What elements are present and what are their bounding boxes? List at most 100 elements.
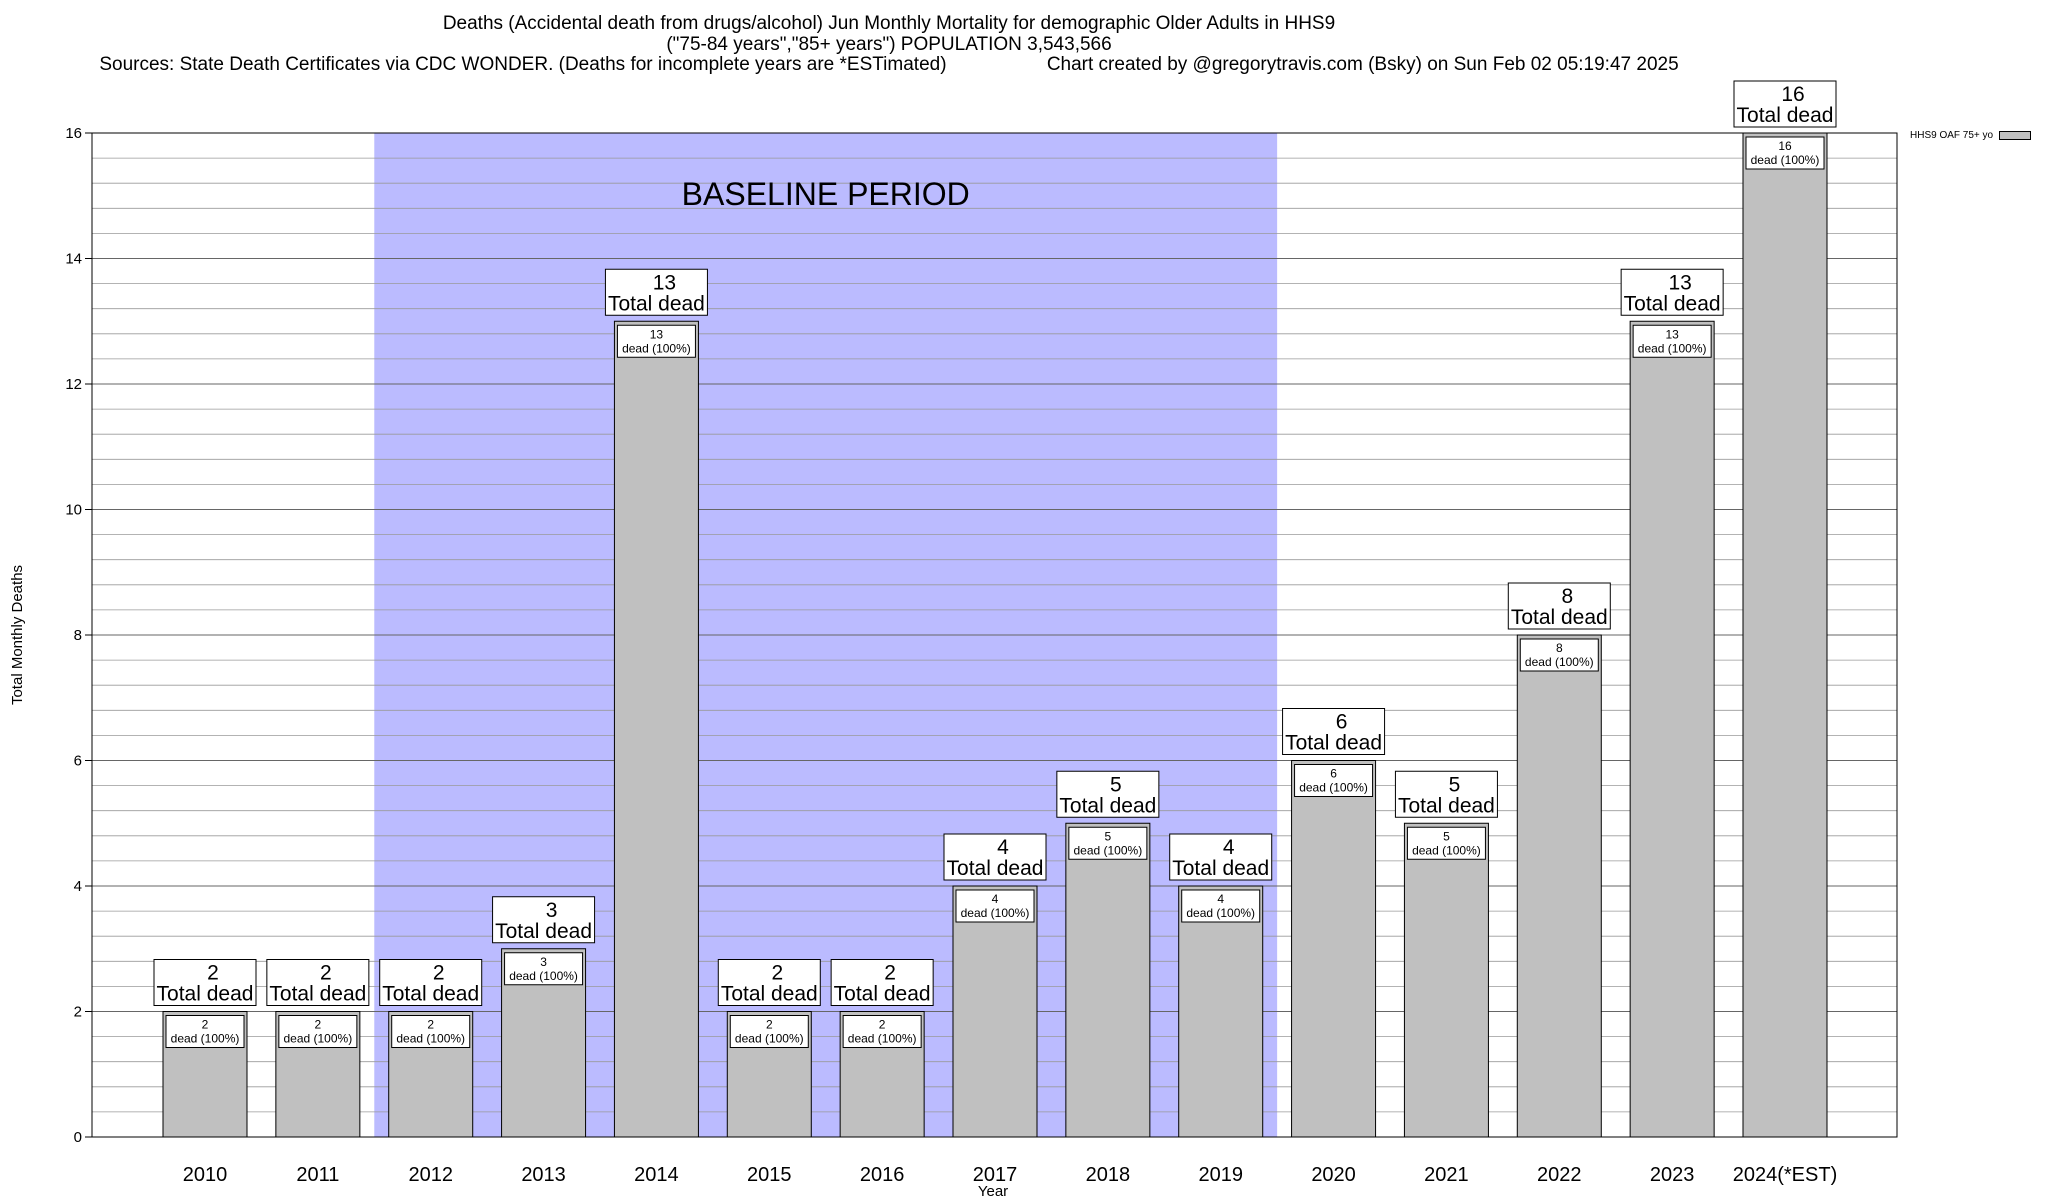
bar-inner-label-box [1294, 764, 1374, 797]
bar-inner-value: 6 [1330, 767, 1337, 781]
bar-total-label: Total dead [1624, 292, 1721, 315]
bar-total-label: Total dead [834, 983, 931, 1006]
bar-total-value: 13 [1668, 271, 1691, 294]
bar-total-label-box [1394, 770, 1498, 818]
bar-inner-label: dead (100%) [1525, 655, 1594, 669]
bar-inner-value: 2 [766, 1018, 773, 1032]
bar-inner-label: dead (100%) [961, 906, 1030, 920]
bar-inner-value: 13 [1665, 327, 1679, 341]
bar [1065, 822, 1151, 1138]
bar-inner-value: 13 [650, 327, 664, 341]
bar-total-label: Total dead [157, 983, 254, 1006]
bar-inner-value: 2 [315, 1018, 322, 1032]
bar-inner-label: dead (100%) [1751, 153, 1820, 167]
x-tick-label: 2017 [973, 1164, 1018, 1186]
bar-inner-value: 16 [1778, 139, 1792, 153]
bar-inner-value: 5 [1105, 829, 1112, 843]
bar-inner-label-box [616, 324, 696, 358]
bar-total-label: Total dead [1398, 794, 1495, 817]
y-tick-label: 4 [74, 878, 82, 895]
chart-title-line-1: Deaths (Accidental death from drugs/alco… [442, 13, 1336, 34]
chart-credit: Chart created by @gregorytravis.com (Bsk… [1046, 54, 1679, 75]
x-tick-label: 2020 [1311, 1164, 1356, 1186]
bar [1178, 885, 1264, 1138]
bar-inner-label: dead (100%) [1186, 906, 1255, 920]
bar-total-label-box [1282, 708, 1386, 755]
bar-inner-label: dead (100%) [1299, 781, 1368, 795]
bar-inner-label-box [1181, 889, 1261, 923]
bar-inner-label-box [504, 952, 584, 986]
bar [952, 885, 1038, 1138]
bar-inner-label-box [391, 1015, 471, 1048]
bar-total-value: 2 [884, 962, 896, 985]
bar-inner-label-box [1406, 826, 1486, 860]
bar-inner-label-box [1632, 324, 1712, 358]
bar-total-label: Total dead [1511, 606, 1608, 629]
bar-total-label-box [943, 833, 1047, 881]
bar-inner-label: dead (100%) [622, 341, 691, 355]
chart-title-line-3: Sources: State Death Certificates via CD… [0, 55, 1778, 75]
bar-total-value: 2 [207, 962, 219, 985]
bar-total-value: 3 [546, 899, 558, 922]
x-tick-label: 2014 [634, 1164, 679, 1186]
bar [1516, 634, 1602, 1138]
bar-inner-value: 3 [540, 955, 547, 969]
x-tick-label: 2022 [1537, 1164, 1582, 1186]
y-tick-label: 14 [65, 251, 82, 268]
bar-inner-label-box [1745, 136, 1825, 170]
bar-total-label: Total dead [1059, 794, 1156, 817]
bar-inner-value: 4 [992, 892, 999, 906]
bar-total-value: 4 [997, 836, 1009, 859]
baseline-label: BASELINE PERIOD [682, 176, 970, 212]
bar-total-label-box [492, 896, 596, 944]
bar-total-label: Total dead [608, 292, 705, 315]
x-tick-label: 2015 [747, 1164, 792, 1186]
bar-total-value: 4 [1223, 836, 1235, 859]
bar-inner-label-box [165, 1015, 245, 1048]
bar-total-value: 8 [1561, 585, 1573, 608]
bar-total-value: 13 [653, 271, 676, 294]
bar-inner-value: 8 [1556, 641, 1563, 655]
bar-total-value: 6 [1336, 711, 1348, 734]
bar-total-label-box [1620, 268, 1724, 316]
bar-total-label: Total dead [269, 983, 366, 1006]
y-tick-label: 2 [74, 1004, 82, 1021]
bar-total-label-box [266, 959, 370, 1006]
y-tick-label: 10 [65, 502, 82, 519]
legend-swatch [1999, 131, 2032, 140]
bar [1403, 822, 1489, 1138]
y-tick-label: 6 [74, 753, 82, 770]
bar-inner-value: 2 [202, 1018, 209, 1032]
bar-inner-label-box [1068, 826, 1148, 860]
bar-inner-label: dead (100%) [171, 1032, 240, 1046]
bar-inner-label-box [842, 1015, 922, 1048]
bar-total-label-box [1507, 582, 1611, 630]
bar [613, 320, 699, 1138]
bar-inner-value: 5 [1443, 829, 1450, 843]
bar-total-label: Total dead [382, 983, 479, 1006]
bar-inner-value: 2 [879, 1018, 886, 1032]
bar [1629, 320, 1715, 1138]
bar-inner-value: 2 [427, 1018, 434, 1032]
y-axis-label: Total Monthly Deaths [9, 565, 26, 705]
bar-inner-value: 4 [1217, 892, 1224, 906]
legend: HHS9 OAF 75+ yo [1910, 130, 2032, 141]
chart-title-line-2: ("75-84 years","85+ years") POPULATION 3… [666, 34, 1112, 55]
x-tick-label: 2011 [296, 1164, 339, 1186]
bar-inner-label: dead (100%) [1073, 843, 1142, 857]
bar-total-value: 2 [771, 962, 783, 985]
bar-total-value: 16 [1781, 83, 1804, 106]
x-tick-label: 2021 [1424, 1164, 1469, 1186]
bar-inner-label: dead (100%) [509, 969, 578, 983]
bar-total-label-box [153, 959, 257, 1006]
bar-inner-label-box [729, 1015, 809, 1048]
bar-total-label-box [604, 268, 708, 316]
x-tick-label: 2018 [1086, 1164, 1131, 1186]
x-axis-label: Year [978, 1183, 1008, 1200]
bar-total-label: Total dead [495, 920, 592, 943]
bar-total-label-box [717, 959, 821, 1006]
x-tick-label: 2023 [1650, 1164, 1695, 1186]
bar-inner-label: dead (100%) [848, 1032, 917, 1046]
legend-label: HHS9 OAF 75+ yo [1910, 130, 1994, 141]
